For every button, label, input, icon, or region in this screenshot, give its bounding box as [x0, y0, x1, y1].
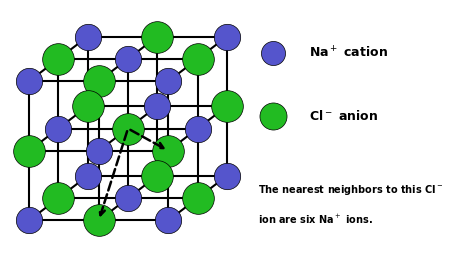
Point	[194, 57, 201, 61]
Point	[55, 126, 62, 131]
Point	[95, 149, 102, 153]
Point	[194, 196, 201, 200]
Point	[84, 174, 91, 178]
Point	[194, 126, 201, 131]
Point	[95, 218, 102, 223]
Point	[25, 218, 33, 223]
Point	[223, 174, 231, 178]
Point	[270, 114, 277, 118]
Point	[223, 35, 231, 39]
Point	[84, 35, 91, 39]
Point	[124, 196, 132, 200]
Point	[223, 104, 231, 108]
Point	[55, 57, 62, 61]
Point	[124, 57, 132, 61]
Point	[25, 149, 33, 153]
Point	[164, 149, 172, 153]
Point	[154, 104, 161, 108]
Text: Na$^+$ cation: Na$^+$ cation	[309, 45, 388, 60]
Point	[164, 218, 172, 223]
Point	[154, 35, 161, 39]
Point	[164, 79, 172, 83]
Point	[270, 51, 277, 55]
Point	[154, 174, 161, 178]
Text: Cl$^-$ anion: Cl$^-$ anion	[309, 109, 378, 123]
Point	[124, 126, 132, 131]
Point	[84, 104, 91, 108]
Point	[25, 79, 33, 83]
Point	[55, 196, 62, 200]
Text: The nearest neighbors to this Cl$^-$: The nearest neighbors to this Cl$^-$	[258, 183, 443, 197]
Point	[95, 79, 102, 83]
Text: ion are six Na$^+$ ions.: ion are six Na$^+$ ions.	[258, 213, 373, 226]
